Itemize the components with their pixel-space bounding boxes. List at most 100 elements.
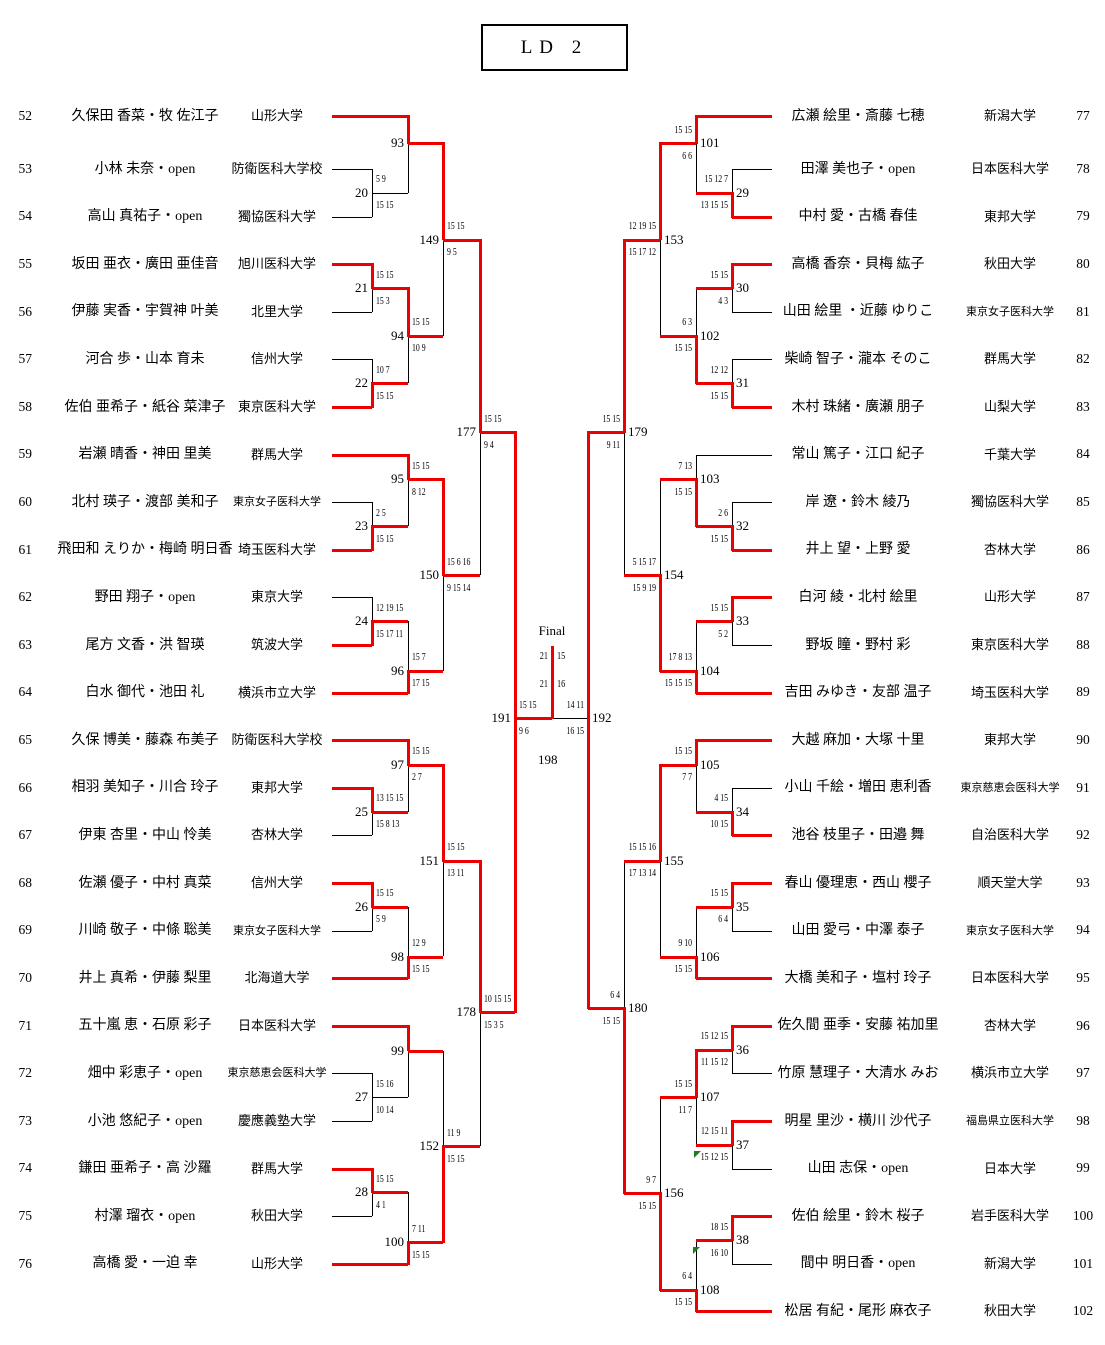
match-score-top: 15 16 xyxy=(376,1078,394,1090)
green-flag-icon xyxy=(694,1151,701,1158)
match-score-top: 15 15 xyxy=(674,1078,692,1090)
entry-university: 北里大学 xyxy=(250,303,303,319)
match-number: 152 xyxy=(419,1138,440,1154)
bracket-line xyxy=(372,597,373,622)
bracket-line-winner xyxy=(332,115,408,118)
bracket-line-winner xyxy=(332,691,408,695)
entry-seed: 59 xyxy=(18,446,33,462)
bracket-line-winner xyxy=(624,1192,660,1196)
match-number: 21 xyxy=(355,280,368,295)
match-number: 36 xyxy=(736,1041,749,1057)
entry-university: 旭川医科大学 xyxy=(237,256,316,272)
match-score-bottom: 17 13 14 xyxy=(628,868,656,880)
entry-university: 北海道大学 xyxy=(244,970,310,986)
bracket-line xyxy=(732,359,772,361)
entry-names: 坂田 亜衣・廣田 亜佳音 xyxy=(71,256,219,272)
bracket-line xyxy=(408,335,409,384)
match-score-bottom: 13 15 15 xyxy=(700,200,728,212)
bracket-line-winner xyxy=(407,955,410,980)
bracket-line-winner xyxy=(371,882,374,908)
match-number: 98 xyxy=(391,948,404,964)
bracket-line-winner xyxy=(408,763,443,767)
entry-names: 白河 綾・北村 絵里 xyxy=(798,589,918,605)
bracket-line-winner xyxy=(624,859,660,863)
entry-names: 井上 望・上野 愛 xyxy=(805,542,911,558)
match-score-top: 15 15 xyxy=(602,413,620,425)
entry-university: 東京慈恵会医科大学 xyxy=(960,781,1060,794)
entry-university: 埼玉医科大学 xyxy=(237,541,316,557)
match-score-bottom: 11 15 12 xyxy=(700,1057,728,1069)
entry-names: 岸 遼・鈴木 綾乃 xyxy=(805,494,911,510)
bracket-line xyxy=(408,1192,409,1243)
match-score-bottom: 15 8 13 xyxy=(376,819,400,831)
bracket-line-winner xyxy=(660,1288,696,1292)
entry-seed: 98 xyxy=(1076,1112,1090,1128)
bracket-line-winner xyxy=(660,478,696,482)
bracket-line xyxy=(332,169,372,170)
match-score-bottom: 9 4 xyxy=(484,439,494,451)
entry-names: 伊東 杏里・中山 怜美 xyxy=(78,827,212,843)
entry-seed: 102 xyxy=(1072,1303,1094,1319)
entry-seed: 66 xyxy=(18,779,33,795)
bracket-line-winner xyxy=(732,1024,772,1028)
entry-university: 東邦大学 xyxy=(983,732,1036,748)
bracket-line-winner xyxy=(732,548,772,552)
bracket-line-winner xyxy=(588,1007,624,1010)
bracket-line xyxy=(372,1073,373,1098)
entry-university: 横浜市立大学 xyxy=(970,1065,1049,1081)
entry-seed: 52 xyxy=(18,107,33,123)
entry-university: 獨協医科大学 xyxy=(237,208,316,224)
bracket-line-winner xyxy=(514,431,517,719)
match-score-top: 4 15 xyxy=(714,793,728,805)
bracket-line-winner xyxy=(660,142,696,146)
match-number: 94 xyxy=(391,327,404,343)
bracket-line xyxy=(732,359,733,384)
bracket-line xyxy=(372,192,408,194)
match-score-bottom: 5 9 xyxy=(376,914,386,926)
entry-names: 常山 篤子・江口 紀子 xyxy=(791,447,925,463)
bracket-line xyxy=(732,1144,733,1169)
bracket-line xyxy=(332,1216,372,1218)
bracket-line-winner xyxy=(407,287,410,337)
match-score-top: 10 7 xyxy=(376,364,390,376)
final-score-right: 15 xyxy=(557,651,566,663)
final-match-number: 198 xyxy=(538,752,558,767)
match-score-top: 6 4 xyxy=(610,989,620,1001)
entry-university: 獨協医科大学 xyxy=(970,494,1049,510)
match-number: 103 xyxy=(700,471,720,487)
match-score-bottom: 8 12 xyxy=(412,486,426,498)
bracket-line-winner xyxy=(443,1145,480,1149)
entry-names: 川崎 敬子・中條 聡美 xyxy=(78,923,212,939)
match-number: 95 xyxy=(391,471,404,487)
bracket-line xyxy=(332,311,372,313)
match-number: 28 xyxy=(355,1184,368,1200)
entry-seed: 78 xyxy=(1076,160,1090,176)
entry-seed: 100 xyxy=(1072,1207,1094,1223)
entry-seed: 70 xyxy=(18,969,33,985)
bracket-line-winner xyxy=(332,263,372,267)
match-score-bottom: 15 17 11 xyxy=(376,628,404,640)
bracket-line xyxy=(732,169,772,170)
entry-names: 佐伯 亜希子・紙谷 菜津子 xyxy=(64,399,226,415)
match-score-top: 15 15 xyxy=(376,1173,394,1185)
bracket-line-winner xyxy=(587,717,590,1009)
match-number: 179 xyxy=(628,424,648,439)
bracket-line-winner xyxy=(407,669,410,694)
entry-names: 大越 麻加・大塚 十里 xyxy=(791,732,925,748)
entry-university: 東邦大学 xyxy=(250,779,303,795)
bracket-line-winner xyxy=(408,669,443,673)
bracket-line-winner xyxy=(442,142,445,241)
bracket-line-winner xyxy=(623,238,626,433)
entry-seed: 61 xyxy=(18,541,33,557)
bracket-line-winner xyxy=(332,977,408,981)
bracket-line xyxy=(732,288,733,312)
final-score-left: 21 xyxy=(539,679,548,691)
match-score-bottom: 15 15 xyxy=(674,343,692,355)
bracket-line-winner xyxy=(660,669,696,673)
match-score-bottom: 9 11 xyxy=(606,439,620,451)
bracket-line xyxy=(732,1073,772,1075)
match-number: 104 xyxy=(700,662,720,678)
bracket-line-winner xyxy=(695,334,698,385)
entry-seed: 76 xyxy=(18,1255,33,1271)
bracket-line-winner xyxy=(660,763,696,767)
